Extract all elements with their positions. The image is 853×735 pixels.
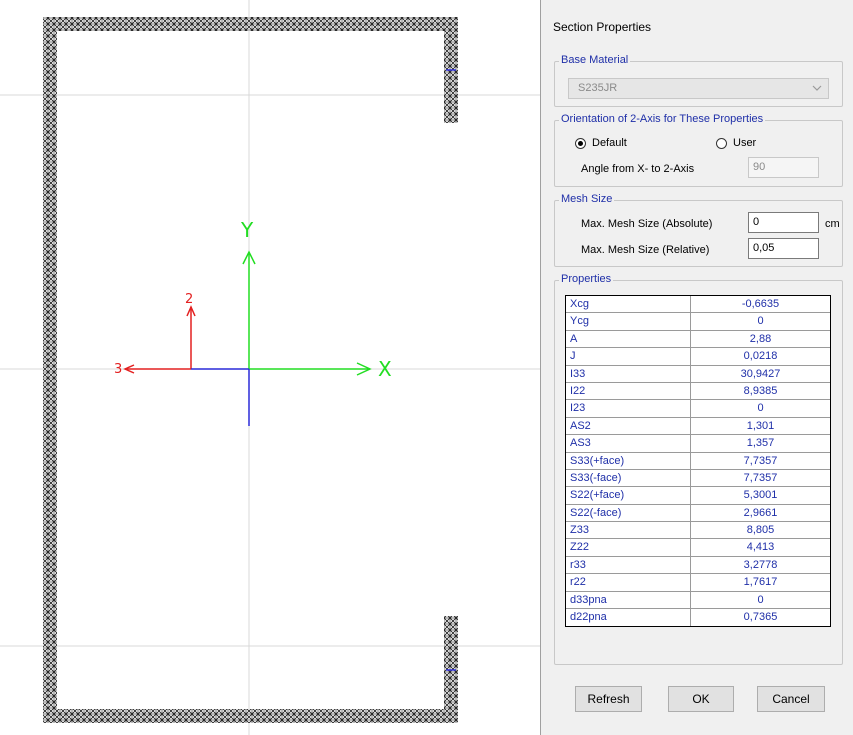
mesh-abs-label: Max. Mesh Size (Absolute) — [581, 218, 713, 230]
property-value: 1,301 — [746, 419, 775, 432]
radio-unselected-icon — [716, 137, 727, 149]
table-row: S22(-face) 2,9661 — [566, 504, 830, 523]
property-name: Ycg — [566, 313, 691, 330]
property-value: 8,9385 — [743, 384, 778, 397]
property-name: I23 — [566, 400, 691, 417]
mesh-abs-field[interactable]: 0 — [748, 212, 819, 233]
orientation-default-radio[interactable]: Default — [575, 137, 627, 149]
table-row: Xcg -0,6635 — [566, 296, 830, 314]
chevron-down-icon — [812, 85, 822, 91]
table-row: S33(-face) 7,7357 — [566, 469, 830, 488]
table-row: AS2 1,301 — [566, 417, 830, 436]
property-name: A — [566, 330, 691, 348]
property-value: 2,9661 — [743, 506, 778, 519]
property-value: 2,88 — [749, 332, 772, 345]
mesh-rel-label: Max. Mesh Size (Relative) — [581, 244, 710, 256]
table-row: I23 0 — [566, 400, 830, 418]
property-name: S22(+face) — [566, 487, 691, 504]
property-value: 7,7357 — [743, 454, 778, 467]
property-name: S33(+face) — [566, 452, 691, 469]
orientation-user-label: User — [733, 137, 757, 149]
table-row: d22pna 0,7365 — [566, 609, 830, 627]
angle-field[interactable]: 90 — [748, 157, 819, 178]
property-value: 0,0218 — [743, 350, 778, 363]
property-value: 0 — [757, 593, 764, 606]
property-value: 0,7365 — [743, 611, 778, 624]
property-name: Z22 — [566, 539, 691, 556]
table-row: AS3 1,357 — [566, 435, 830, 453]
property-name: Z33 — [566, 522, 691, 539]
bottom-flange — [43, 709, 458, 723]
table-row: Z22 4,413 — [566, 539, 830, 557]
property-value: 1,7617 — [743, 576, 778, 589]
properties-table: Xcg -0,6635 Ycg 0 A 2,88 J 0,0218 I33 30,9427 I22 8… — [565, 295, 831, 628]
local-2-label: 2 — [185, 292, 194, 307]
table-row: I33 30,9427 — [566, 365, 830, 383]
table-row: J 0,0218 — [566, 348, 830, 366]
orientation-group: Orientation of 2-Axis for These Properti… — [554, 113, 843, 187]
cancel-button[interactable]: Cancel — [757, 686, 825, 712]
web — [43, 17, 57, 723]
property-name: S22(-face) — [566, 504, 691, 522]
axis-y-label: Y — [241, 218, 254, 242]
refresh-button[interactable]: Refresh — [575, 686, 642, 712]
property-name: d33pna — [566, 591, 691, 609]
mesh-abs-unit: cm — [825, 218, 840, 230]
property-name: Xcg — [566, 296, 691, 313]
table-row: r33 3,2778 — [566, 556, 830, 575]
orientation-user-radio[interactable]: User — [716, 137, 756, 149]
table-row: r22 1,7617 — [566, 574, 830, 592]
property-value: 7,7357 — [743, 471, 778, 484]
ok-button[interactable]: OK — [668, 686, 734, 712]
property-name: S33(-face) — [566, 469, 691, 487]
property-name: I22 — [566, 382, 691, 400]
orientation-default-label: Default — [592, 137, 627, 149]
table-row: Ycg 0 — [566, 313, 830, 331]
section-drawing — [0, 0, 540, 735]
top-flange — [43, 17, 458, 31]
properties-group-title: Properties — [559, 273, 614, 285]
property-name: AS3 — [566, 435, 691, 452]
section-canvas[interactable]: Y X 2 3 — [0, 0, 540, 735]
local-3-label: 3 — [114, 362, 123, 377]
property-value: 8,805 — [746, 524, 775, 537]
property-name: J — [566, 348, 691, 365]
property-name: d22pna — [566, 609, 691, 627]
property-name: r22 — [566, 574, 691, 591]
property-value: 4,413 — [746, 541, 775, 554]
properties-group: Properties Xcg -0,6635 Ycg 0 A 2,88 J 0,0218 I33… — [554, 273, 843, 665]
base-material-select[interactable]: S235JR — [568, 78, 829, 99]
property-value: 5,3001 — [743, 489, 778, 502]
radio-selected-icon — [575, 137, 586, 149]
property-name: AS2 — [566, 417, 691, 435]
section-properties-dialog: Section Properties Base Material S235JR … — [540, 0, 853, 735]
mesh-size-group: Mesh Size Max. Mesh Size (Absolute) 0 cm… — [554, 193, 843, 267]
base-material-group: Base Material S235JR — [554, 54, 843, 107]
table-row: S22(+face) 5,3001 — [566, 487, 830, 505]
orientation-group-title: Orientation of 2-Axis for These Properti… — [559, 113, 766, 125]
base-material-group-title: Base Material — [559, 54, 631, 66]
property-value: 3,2778 — [743, 558, 778, 571]
mesh-size-group-title: Mesh Size — [559, 193, 615, 205]
property-name: r33 — [566, 556, 691, 574]
dialog-title: Section Properties — [553, 20, 652, 34]
property-name: I33 — [566, 365, 691, 382]
base-material-value: S235JR — [578, 82, 618, 94]
angle-label: Angle from X- to 2-Axis — [581, 163, 695, 175]
property-value: 0 — [757, 315, 764, 328]
table-row: I22 8,9385 — [566, 382, 830, 401]
table-row: Z33 8,805 — [566, 522, 830, 540]
property-value: 30,9427 — [740, 367, 781, 380]
table-row: S33(+face) 7,7357 — [566, 452, 830, 470]
axis-x-label: X — [378, 357, 392, 381]
table-row: A 2,88 — [566, 330, 830, 349]
property-value: -0,6635 — [741, 298, 780, 310]
table-row: d33pna 0 — [566, 591, 830, 610]
mesh-rel-field[interactable]: 0,05 — [748, 238, 819, 259]
property-value: 0 — [757, 402, 764, 415]
property-value: 1,357 — [746, 437, 775, 450]
